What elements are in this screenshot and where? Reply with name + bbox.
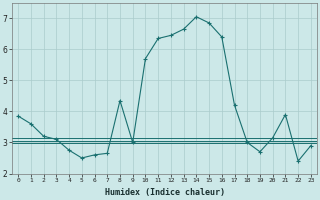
X-axis label: Humidex (Indice chaleur): Humidex (Indice chaleur)	[105, 188, 225, 197]
